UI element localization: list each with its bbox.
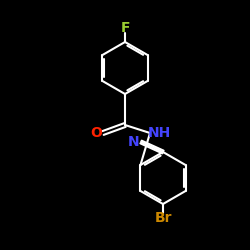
Text: Br: Br <box>154 211 172 225</box>
Text: O: O <box>90 126 102 140</box>
Text: F: F <box>120 21 130 35</box>
Text: NH: NH <box>148 126 171 140</box>
Text: N: N <box>128 135 140 149</box>
